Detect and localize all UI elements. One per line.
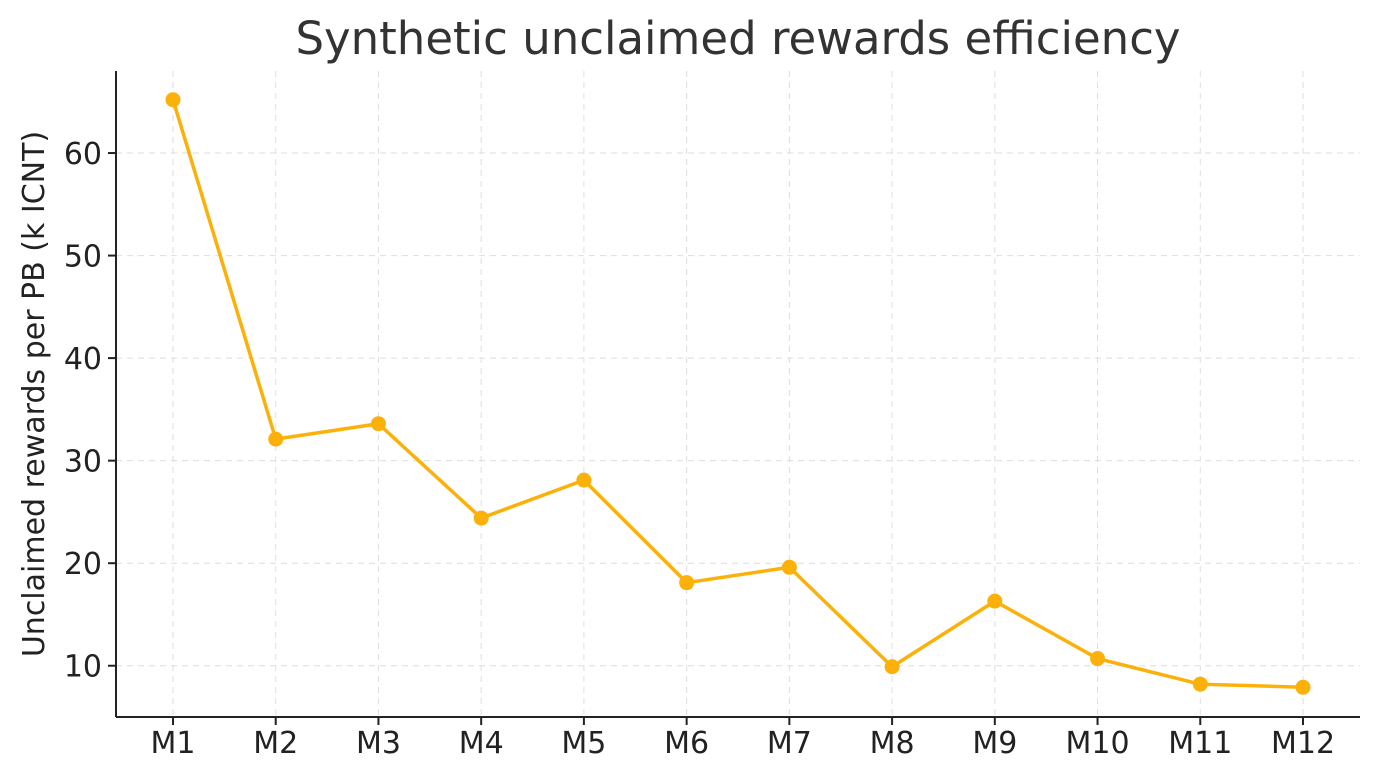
x-tick-label: M10 [1066,726,1130,761]
y-axis-label: Unclaimed rewards per PB (k ICNT) [17,131,52,657]
data-point [1295,679,1311,695]
data-point [987,593,1003,609]
series-line [171,97,1305,690]
data-point [473,510,489,526]
y-tick-label: 50 [64,240,102,275]
x-tick-label: M2 [253,726,298,761]
data-point [884,659,900,675]
y-tick-label: 60 [64,137,102,172]
x-tick-label: M6 [664,726,709,761]
data-point [679,575,695,591]
data-point [781,559,797,575]
y-gridlines [116,152,1360,667]
data-point [1192,676,1208,692]
x-axis-ticks: M1 M2 M3 M4 M5 M6 M7 M8 M9 M10 M11 M12 [151,717,1335,761]
y-axis-ticks: 10 20 30 40 50 60 [64,137,116,685]
y-tick-label: 20 [64,547,102,582]
x-tick-label: M3 [356,726,401,761]
x-tick-label: M11 [1168,726,1232,761]
data-point [370,416,386,432]
x-gridlines [172,71,1304,717]
x-tick-label: M8 [870,726,915,761]
data-point [268,431,284,447]
x-tick-label: M12 [1271,726,1335,761]
y-tick-label: 10 [64,650,102,685]
x-tick-label: M4 [459,726,504,761]
y-tick-label: 30 [64,445,102,480]
x-tick-label: M5 [561,726,606,761]
series [165,92,1311,695]
chart-title: Synthetic unclaimed rewards efficiency [295,12,1180,65]
x-tick-label: M1 [151,726,196,761]
x-tick-label: M7 [767,726,812,761]
y-tick-label: 40 [64,342,102,377]
x-tick-label: M9 [972,726,1017,761]
data-point [576,472,592,488]
data-point [165,92,181,108]
data-point [1090,651,1106,667]
